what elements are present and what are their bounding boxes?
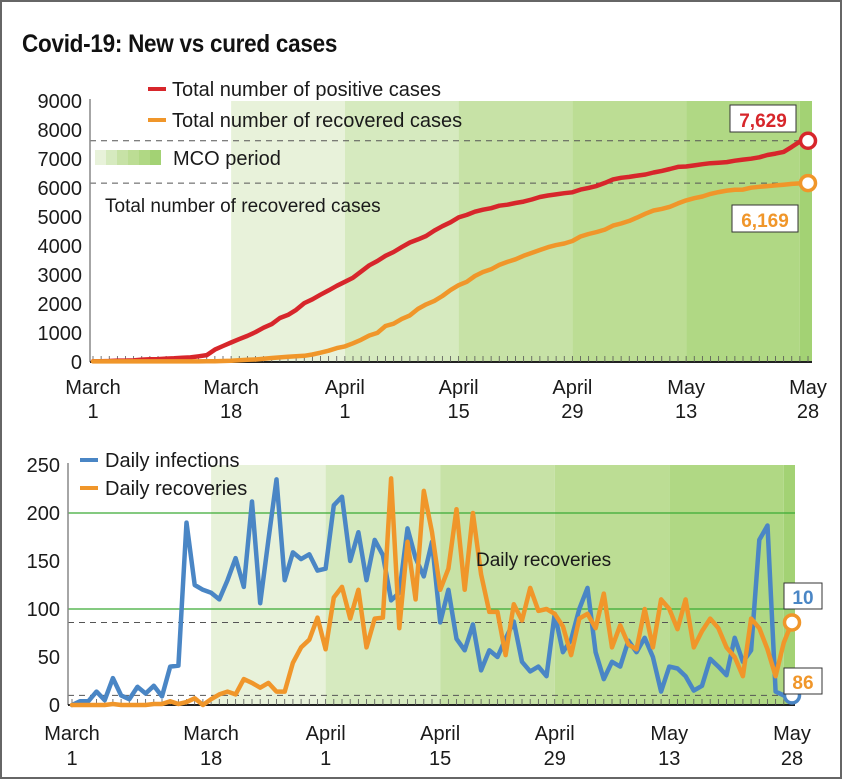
endpoint-marker-daily_recoveries [785,615,800,630]
x-tick-label-day: 28 [781,748,803,770]
chart-annotation: Daily recoveries [476,550,611,571]
value-callout-daily_infections: 10 [792,588,813,609]
daily-chart: 0 50 100 150 200 250 March 1 March 18 April 1 April 1… [0,0,842,779]
y-tick-label: 200 [27,503,60,525]
legend-label-daily-infections: Daily infections [105,450,240,472]
x-tick-label-month: March [44,723,100,745]
x-tick-label-day: 18 [200,748,222,770]
x-tick-label-month: April [420,723,460,745]
y-tick-label: 100 [27,599,60,621]
y-tick-label: 0 [49,695,60,717]
x-tick-label-month: May [773,723,811,745]
mco-period-band [211,465,326,705]
x-tick-label-month: March [183,723,239,745]
x-tick-label-day: 15 [429,748,451,770]
mco-period-band [555,465,670,705]
x-tick-label-day: 1 [320,748,331,770]
x-tick-label-month: April [535,723,575,745]
x-tick-label-day: 29 [544,748,566,770]
y-tick-label: 50 [38,647,60,669]
legend-label-daily-recoveries: Daily recoveries [105,478,247,500]
value-callout-daily_recoveries: 86 [792,673,813,694]
x-tick-label-day: 13 [658,748,680,770]
x-tick-label-month: May [650,723,688,745]
y-tick-label: 150 [27,551,60,573]
y-tick-label: 250 [27,455,60,477]
x-tick-label-day: 1 [66,748,77,770]
x-tick-label-month: April [306,723,346,745]
